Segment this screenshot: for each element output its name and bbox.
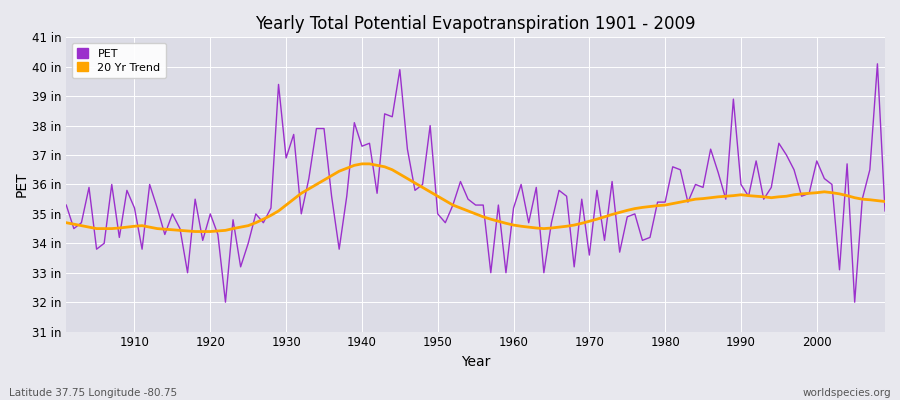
Text: Latitude 37.75 Longitude -80.75: Latitude 37.75 Longitude -80.75	[9, 388, 177, 398]
X-axis label: Year: Year	[461, 355, 491, 369]
Y-axis label: PET: PET	[15, 172, 29, 197]
Legend: PET, 20 Yr Trend: PET, 20 Yr Trend	[72, 43, 166, 78]
Text: worldspecies.org: worldspecies.org	[803, 388, 891, 398]
Title: Yearly Total Potential Evapotranspiration 1901 - 2009: Yearly Total Potential Evapotranspiratio…	[256, 15, 696, 33]
